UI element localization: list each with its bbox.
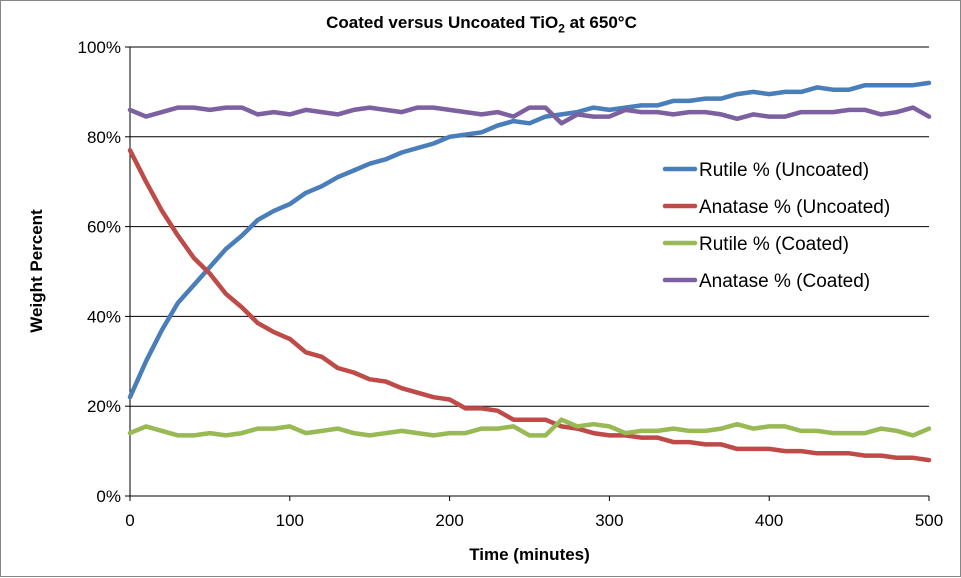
legend-label-3: Anatase % (Coated) bbox=[699, 271, 870, 292]
y-tick-label: 100% bbox=[78, 38, 121, 57]
chart-title-main: Coated versus Uncoated TiO bbox=[326, 13, 559, 32]
y-axis-label: Weight Percent bbox=[27, 209, 46, 333]
y-tick-label: 60% bbox=[87, 218, 121, 237]
legend-label-0: Rutile % (Uncoated) bbox=[699, 160, 869, 181]
chart-title-subscript: 2 bbox=[558, 21, 565, 36]
x-tick-label: 400 bbox=[755, 511, 783, 530]
y-tick-label: 40% bbox=[87, 307, 121, 326]
y-tick-label: 80% bbox=[87, 128, 121, 147]
series-line-2 bbox=[127, 417, 932, 438]
series-line-1 bbox=[127, 148, 932, 463]
x-tick-label: 500 bbox=[915, 511, 943, 530]
legend-label-1: Anatase % (Uncoated) bbox=[699, 197, 890, 218]
chart-title-tail: at 650°C bbox=[564, 13, 637, 32]
y-tick-label: 20% bbox=[87, 397, 121, 416]
x-tick-label: 200 bbox=[435, 511, 463, 530]
x-tick-label: 100 bbox=[276, 511, 304, 530]
x-axis-label: Time (minutes) bbox=[469, 545, 590, 564]
x-tick-label: 300 bbox=[595, 511, 623, 530]
series-line-3 bbox=[127, 105, 932, 126]
chart-title: Coated versus Uncoated TiO2 at 650°C bbox=[1, 13, 961, 35]
legend-label-2: Rutile % (Coated) bbox=[699, 234, 849, 255]
y-tick-label: 0% bbox=[96, 487, 121, 506]
series-line-0 bbox=[127, 80, 932, 400]
x-tick-label: 0 bbox=[125, 511, 134, 530]
